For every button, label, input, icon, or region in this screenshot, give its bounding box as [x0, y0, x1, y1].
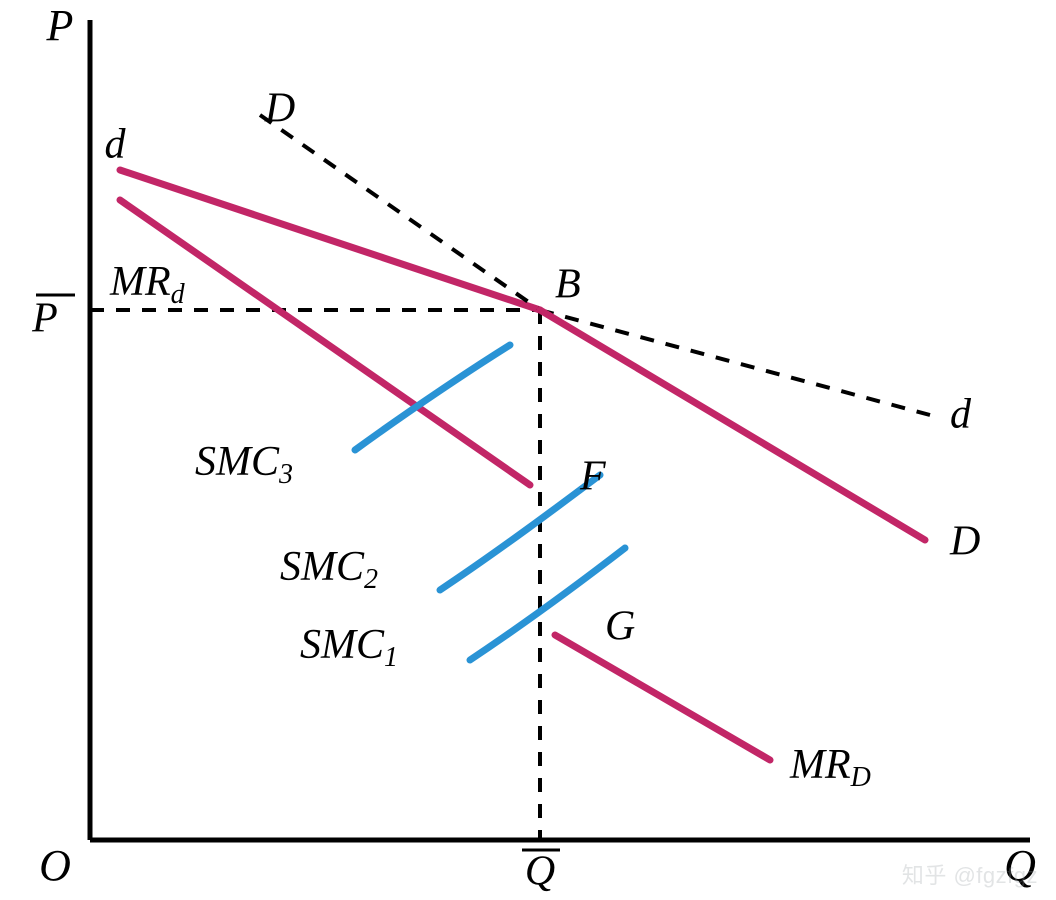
MRd-text: MR — [109, 259, 171, 305]
smc2-text: SMC — [280, 544, 365, 590]
DD-upper-dashed — [260, 115, 540, 310]
D-label-start: D — [264, 86, 295, 132]
smc3-sub: 3 — [278, 459, 293, 490]
smc1-label: SMC1 — [300, 622, 398, 674]
G-label: G — [605, 604, 635, 650]
smc2-curve — [440, 475, 600, 590]
axes — [90, 20, 1030, 840]
d-label-start: d — [105, 122, 127, 168]
d-label-end: d — [950, 392, 972, 438]
O-origin-label: O — [39, 841, 71, 890]
qbar-label: Q — [525, 849, 555, 895]
MRd-line — [120, 200, 530, 485]
MRd-sub: d — [171, 279, 186, 310]
MRD-line — [555, 635, 770, 760]
MRd-label: MRd — [109, 259, 186, 311]
DD-lower — [540, 310, 925, 540]
D-label-end: D — [949, 519, 980, 565]
smc3-curve — [355, 345, 510, 450]
smc2-sub: 2 — [364, 564, 378, 595]
econ-diagram: P Q O P Q d d D D B F G MRd MRD SMC3 SMC… — [0, 0, 1056, 900]
pbar-label: P — [31, 296, 58, 342]
F-label: F — [579, 454, 606, 500]
B-label: B — [555, 262, 581, 308]
P-axis-label: P — [46, 1, 74, 50]
smc3-text: SMC — [195, 439, 280, 485]
smc1-text: SMC — [300, 622, 385, 668]
smc1-sub: 1 — [384, 642, 398, 673]
MRD-label: MRD — [789, 742, 871, 794]
MRD-sub: D — [850, 762, 871, 793]
smc1-curve — [470, 548, 625, 660]
watermark: 知乎 @fgzfgz — [902, 858, 1038, 890]
smc2-label: SMC2 — [280, 544, 378, 596]
dd-right-dashed — [540, 310, 930, 415]
smc3-label: SMC3 — [195, 439, 293, 491]
MRD-text: MR — [789, 742, 851, 788]
